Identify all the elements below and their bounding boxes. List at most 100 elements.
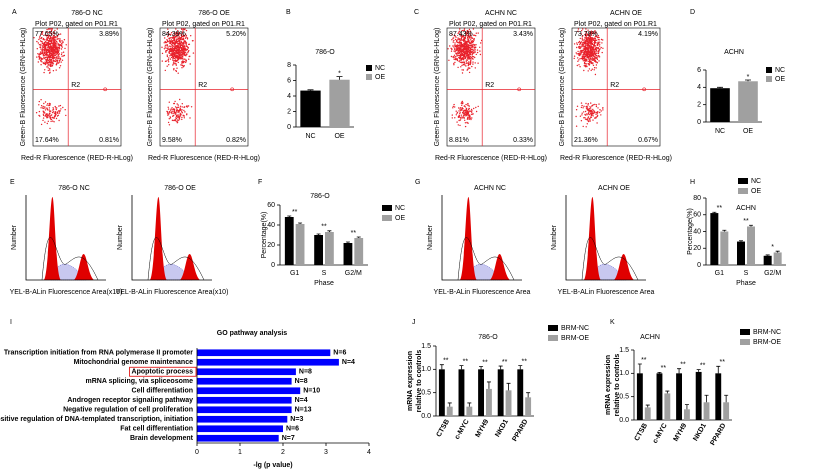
cell-dot — [456, 121, 458, 123]
quadrant-percent: 73.78% — [574, 31, 598, 38]
cell-dot — [48, 114, 50, 116]
cell-dot — [469, 49, 471, 51]
cell-dot — [62, 55, 65, 57]
g1-peak — [149, 197, 168, 280]
cell-dot — [166, 54, 168, 56]
cell-dot — [465, 49, 467, 51]
cell-dot — [452, 56, 454, 58]
category-label: Androgen receptor signaling pathway — [67, 397, 193, 404]
chart-title: ACHN — [736, 205, 756, 212]
cell-dot — [170, 45, 172, 48]
error-bar — [498, 365, 503, 370]
y-axis-label: relative to controls — [416, 350, 423, 413]
gate-label: Plot P02, gated on P01.R1 — [574, 21, 657, 28]
cell-dot — [467, 102, 469, 105]
cell-dot — [50, 40, 52, 43]
gate-handle — [517, 87, 521, 92]
cell-dot — [172, 53, 174, 56]
cell-dot — [179, 113, 181, 116]
cell-dot — [594, 117, 596, 119]
cell-dot — [52, 56, 54, 59]
cell-dot — [170, 56, 173, 59]
cell-dot — [166, 49, 168, 52]
cell-dot — [590, 111, 592, 113]
cell-dot — [50, 30, 52, 33]
error-bar — [665, 390, 670, 394]
plot-title: 786-O OE — [164, 185, 196, 192]
cell-dot — [47, 65, 49, 67]
cell-dot — [175, 114, 178, 117]
cell-dot — [468, 44, 470, 46]
cell-dot — [64, 109, 66, 111]
fit-outline — [581, 237, 639, 281]
cell-dot — [188, 55, 190, 58]
cell-dot — [58, 50, 60, 52]
cell-dot — [457, 39, 459, 41]
cell-dot — [451, 48, 453, 51]
cell-dot — [180, 64, 182, 66]
cell-dot — [597, 55, 599, 57]
cell-dot — [53, 32, 56, 35]
cell-dot — [45, 49, 48, 51]
cell-dot — [174, 63, 176, 65]
bar — [715, 373, 722, 420]
cell-dot — [590, 46, 592, 49]
y-axis-label: relative to controls — [614, 354, 621, 417]
cell-dot — [458, 38, 460, 40]
x-tick-label: NKD1 — [494, 418, 510, 438]
cell-dot — [579, 37, 581, 40]
cell-dot — [173, 57, 176, 60]
cell-dot — [470, 39, 472, 41]
cell-dot — [456, 59, 459, 62]
cell-dot — [598, 39, 600, 41]
cell-dot — [464, 38, 466, 40]
cell-dot — [587, 120, 590, 123]
cell-dot — [177, 58, 180, 61]
cell-dot — [594, 60, 596, 62]
cell-dot — [173, 51, 176, 54]
cell-dot — [45, 58, 47, 60]
cell-dot — [599, 109, 601, 111]
cell-dot — [578, 59, 580, 61]
cell-dot — [168, 101, 170, 103]
cell-dot — [450, 55, 453, 58]
count-label: N=4 — [342, 359, 355, 366]
cell-dot — [580, 53, 582, 55]
cell-dot — [457, 37, 459, 39]
cell-dot — [166, 110, 168, 113]
cell-dot — [48, 56, 51, 58]
cell-dot — [47, 31, 49, 34]
cell-dot — [58, 112, 61, 114]
cell-dot — [177, 61, 179, 64]
cell-dot — [40, 105, 43, 107]
cell-dot — [40, 123, 43, 126]
cell-dot — [582, 44, 584, 46]
cell-dot — [582, 46, 584, 48]
x-tick-label: c-MYC — [652, 422, 669, 444]
y-tick-label: 60 — [267, 202, 275, 209]
cell-dot — [575, 125, 578, 127]
cell-dot — [57, 43, 60, 45]
cell-dot — [58, 44, 60, 47]
cell-dot — [585, 36, 587, 38]
cell-dot — [587, 109, 589, 112]
legend-label: BRM-OE — [561, 335, 589, 342]
cell-dot — [176, 116, 179, 118]
bar — [636, 373, 643, 420]
legend-swatch — [740, 329, 750, 335]
legend-label: OE — [751, 188, 761, 195]
cell-dot — [172, 34, 174, 36]
cell-dot — [44, 106, 46, 108]
y-tick-label: 1.0 — [619, 370, 629, 377]
cell-dot — [39, 46, 42, 49]
cell-dot — [584, 54, 586, 56]
cell-dot — [59, 58, 62, 60]
cell-dot — [176, 110, 178, 112]
count-label: N=6 — [286, 426, 299, 433]
axes — [565, 195, 646, 281]
cell-dot — [45, 62, 48, 64]
cell-dot — [453, 63, 455, 66]
cell-dot — [470, 113, 473, 116]
cell-dot — [55, 58, 57, 61]
cell-dot — [591, 34, 593, 36]
